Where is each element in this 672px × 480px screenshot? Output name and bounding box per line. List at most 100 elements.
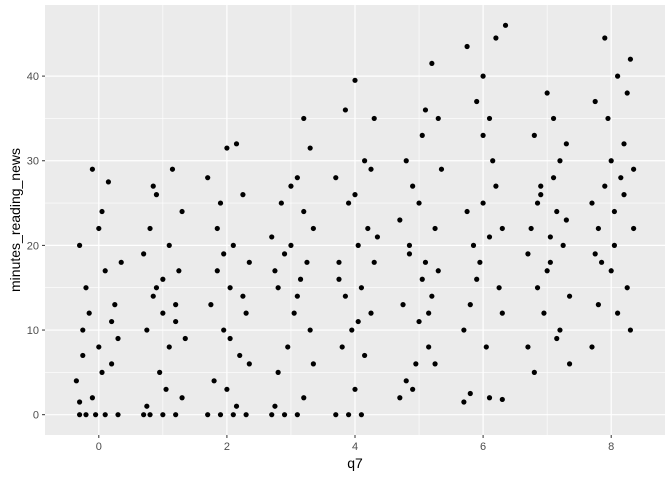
data-point <box>486 234 493 240</box>
data-point <box>76 412 83 418</box>
data-point <box>496 285 502 291</box>
data-point <box>301 395 307 401</box>
data-point <box>336 259 342 265</box>
data-point <box>410 386 416 392</box>
data-point <box>480 73 486 79</box>
data-point <box>566 361 573 367</box>
data-point <box>531 132 537 138</box>
data-point <box>426 310 432 316</box>
data-point <box>169 166 176 172</box>
data-point <box>275 369 281 375</box>
data-point <box>534 285 541 291</box>
data-point <box>294 293 300 299</box>
data-point <box>217 412 224 418</box>
data-point <box>544 90 550 96</box>
data-point <box>525 251 531 257</box>
data-point <box>118 259 124 265</box>
data-point <box>304 259 310 265</box>
data-point <box>499 310 505 316</box>
data-point <box>397 395 403 401</box>
data-point <box>217 200 224 206</box>
x-tick-label: 6 <box>480 441 486 453</box>
data-point <box>288 242 294 248</box>
data-point <box>80 352 86 359</box>
data-point <box>291 310 297 316</box>
data-point <box>419 132 425 138</box>
data-point <box>246 259 252 265</box>
x-tick-label: 2 <box>224 441 230 453</box>
data-point <box>301 208 307 215</box>
data-point <box>403 378 409 384</box>
data-point <box>554 208 560 215</box>
data-point <box>563 217 569 223</box>
data-point <box>374 234 381 240</box>
data-point <box>461 399 467 405</box>
data-point <box>602 183 608 189</box>
data-point <box>534 200 541 206</box>
data-point <box>230 242 236 248</box>
data-point <box>467 302 473 308</box>
data-point <box>467 390 473 397</box>
data-point <box>96 344 102 350</box>
data-point <box>272 268 278 274</box>
data-point <box>461 327 467 333</box>
y-ticks: 0 10 20 30 40 <box>27 71 45 422</box>
data-point <box>400 302 406 308</box>
data-point <box>486 115 493 122</box>
data-point <box>80 327 86 333</box>
data-point <box>621 192 627 198</box>
data-point <box>224 386 230 392</box>
data-point <box>432 225 438 232</box>
data-point <box>275 285 281 291</box>
data-point <box>227 335 233 342</box>
x-tick-label: 0 <box>96 441 102 453</box>
data-point <box>608 268 614 274</box>
data-point <box>352 77 358 83</box>
data-point <box>333 175 339 181</box>
data-point <box>153 285 160 291</box>
data-point <box>96 225 102 232</box>
data-point <box>422 259 429 265</box>
data-point <box>589 344 595 350</box>
data-point <box>144 327 150 333</box>
data-point <box>547 234 553 240</box>
data-point <box>624 285 630 291</box>
data-point <box>589 200 595 206</box>
data-point <box>240 293 246 299</box>
data-point <box>205 175 211 181</box>
data-point <box>531 369 537 375</box>
data-point <box>362 352 368 359</box>
data-point <box>281 251 288 257</box>
data-point <box>160 310 166 316</box>
data-point <box>141 251 147 257</box>
data-point <box>429 60 435 67</box>
data-point <box>371 115 377 122</box>
data-point <box>83 285 89 291</box>
data-point <box>144 403 150 409</box>
data-point <box>342 293 348 299</box>
x-tick-label: 8 <box>608 441 614 453</box>
data-point <box>179 208 185 215</box>
data-point <box>525 344 531 350</box>
data-point <box>307 327 313 333</box>
data-point <box>493 35 499 41</box>
data-point <box>474 276 480 282</box>
data-point <box>166 242 172 248</box>
data-point <box>76 399 83 405</box>
data-point <box>483 344 489 350</box>
data-point <box>205 412 211 418</box>
data-point <box>73 378 79 384</box>
data-point <box>538 192 544 198</box>
data-point <box>233 141 240 147</box>
data-point <box>557 327 563 333</box>
data-point <box>246 361 252 367</box>
data-point <box>615 73 621 79</box>
data-point <box>345 200 352 206</box>
data-point <box>538 183 544 189</box>
data-point <box>422 107 429 113</box>
data-point <box>224 145 230 151</box>
data-point <box>608 158 614 164</box>
data-point <box>355 318 361 325</box>
data-point <box>358 285 365 291</box>
